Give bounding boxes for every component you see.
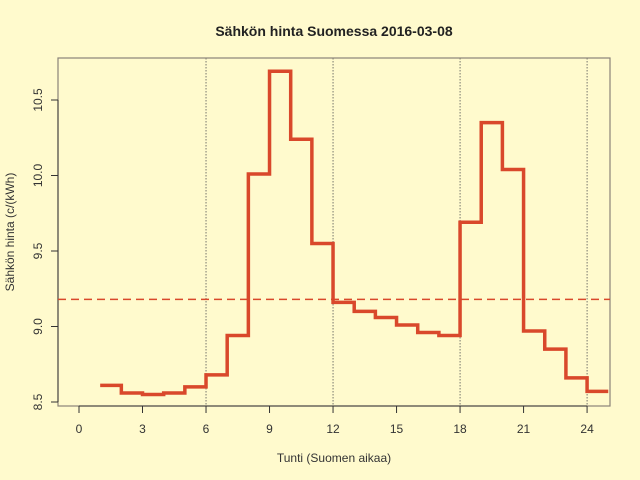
x-axis-label: Tunti (Suomen aikaa) [277,451,391,465]
y-tick-label: 10.0 [31,163,45,187]
x-tick-label: 12 [326,422,340,436]
x-tick-label: 21 [517,422,531,436]
chart-title: Sähkön hinta Suomessa 2016-03-08 [215,23,453,39]
x-tick-label: 24 [580,422,594,436]
x-tick-label: 18 [453,422,467,436]
x-tick-label: 15 [390,422,404,436]
price-step-line [100,69,609,397]
y-axis: 8.5 9.0 9.5 10.0 10.5 [31,88,59,410]
x-tick-label: 6 [203,422,210,436]
y-tick-label: 10.5 [31,88,45,112]
x-axis: 0 3 6 9 12 15 18 21 24 [76,405,594,436]
y-axis-label: Sähkön hinta (c/(kWh) [3,173,17,292]
y-tick-label: 9.0 [31,318,45,335]
x-tick-label: 3 [139,422,146,436]
y-tick-label: 9.5 [31,242,45,259]
x-tick-label: 9 [266,422,273,436]
x-tick-label: 0 [76,422,83,436]
y-tick-label: 8.5 [31,393,45,410]
